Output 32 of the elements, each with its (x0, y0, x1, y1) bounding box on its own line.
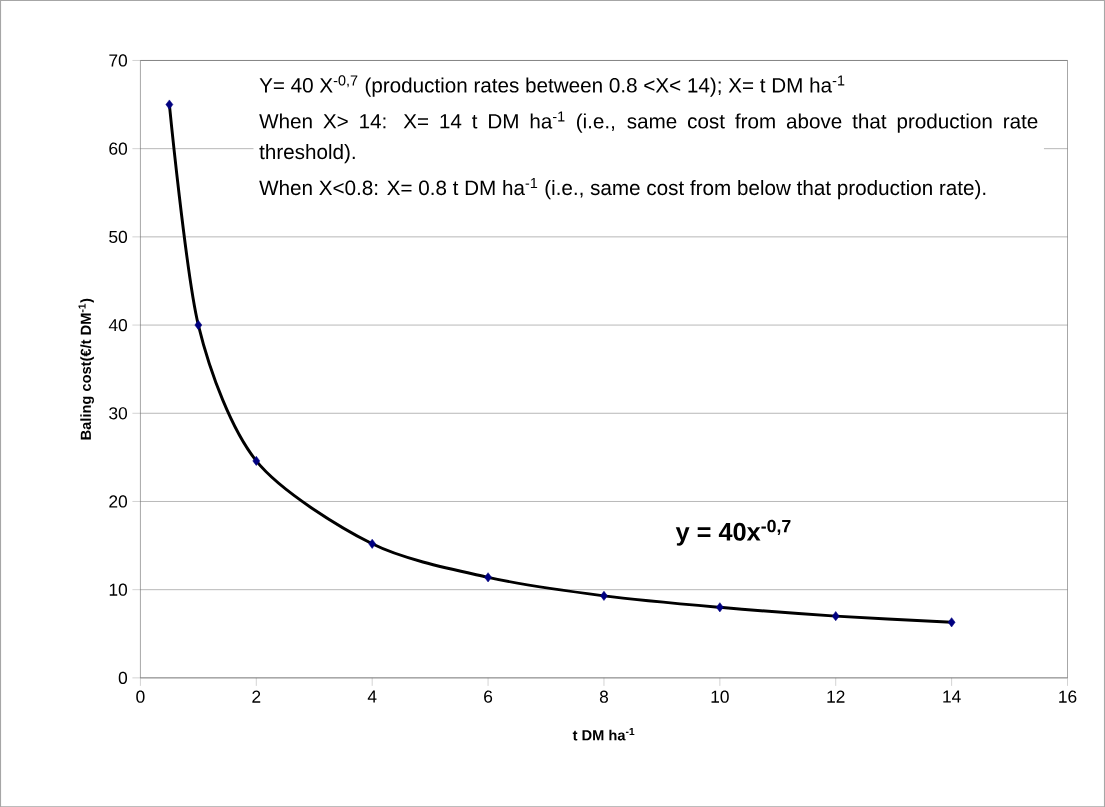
y-tick-label: 70 (109, 54, 128, 67)
point (368, 538, 376, 549)
x-tick-label: 6 (484, 690, 493, 703)
y-axis-title: Baling cost(€/t DM$^{-1}$) (78, 298, 94, 440)
x-tick-label: 12 (827, 690, 845, 703)
point (831, 611, 840, 621)
point (252, 455, 261, 466)
y-tick-label: 10 (109, 583, 128, 596)
point (947, 617, 956, 628)
x-tick-label: 8 (599, 690, 609, 703)
point (716, 602, 724, 613)
text: When X> 14: X= 14 t DM ha$^{-1}$ (i.e., same cost from above that production rate threshold). (259, 111, 1038, 164)
x-axis-title: t DM ha$^{-1}$ (572, 727, 635, 741)
y-tick-label: 0 (118, 671, 128, 684)
y-tick-label: 30 (109, 407, 128, 420)
x-tick-label: 16 (1059, 690, 1077, 703)
x-tick-label: 4 (367, 690, 377, 703)
y-tick-label: 60 (109, 142, 128, 155)
point (484, 572, 492, 583)
x-tick-label: 0 (136, 690, 145, 703)
x-tick-label: 10 (711, 690, 729, 703)
point (165, 99, 174, 110)
x-tick-label: 2 (252, 690, 261, 703)
y-tick-label: 50 (109, 230, 128, 243)
point (194, 320, 203, 330)
annotation: y = 40x$^{-0,7}$ (675, 519, 791, 546)
x-tick-label: 14 (943, 690, 961, 703)
y-tick-label: 40 (108, 318, 128, 332)
point (600, 590, 608, 601)
y-tick-label: 20 (109, 495, 128, 508)
annotation: Y= 40 X$^{-0,7}$ (production rates between 0.8 <X< 14); X= t DM ha$^{-1}$ (259, 75, 845, 97)
annotation: When X<0.8: X= 0.8 t DM ha$^{-1}$ (i.e., same cost from below that production rate). (259, 177, 986, 200)
